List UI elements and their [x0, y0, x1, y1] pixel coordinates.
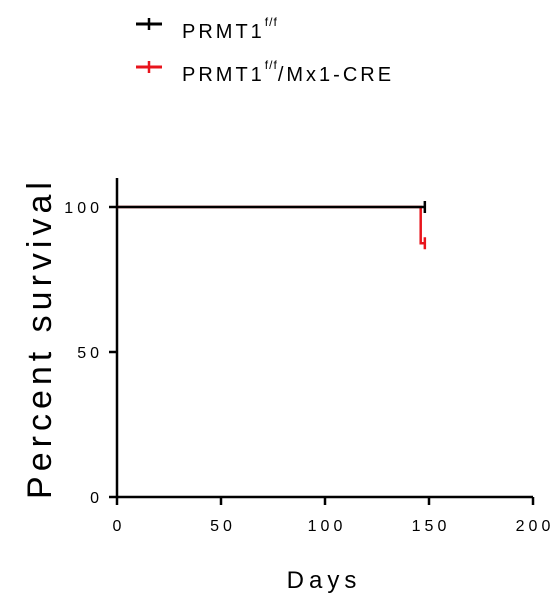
y-axis-title: Percent survival [21, 177, 59, 499]
legend-label: PRMT1f/f/Mx1-CRE [182, 58, 394, 86]
x-tick-label: 50 [210, 518, 236, 535]
axes: 0 50 100 0 50 100 150 200 [64, 178, 555, 535]
y-tick-label: 100 [64, 200, 103, 217]
series-group [117, 201, 427, 250]
x-tick-label: 0 [113, 518, 126, 535]
x-tick-label: 100 [308, 518, 347, 535]
y-tick-label: 50 [77, 345, 103, 362]
x-tick-label: 200 [516, 518, 555, 535]
x-tick-label: 150 [412, 518, 451, 535]
survival-curve-2 [117, 205, 425, 245]
legend-label: PRMT1f/f [182, 15, 278, 43]
x-axis-title: Days [287, 567, 362, 594]
legend: PRMT1f/f PRMT1f/f/Mx1-CRE [136, 15, 394, 86]
y-tick-label: 0 [90, 490, 103, 507]
